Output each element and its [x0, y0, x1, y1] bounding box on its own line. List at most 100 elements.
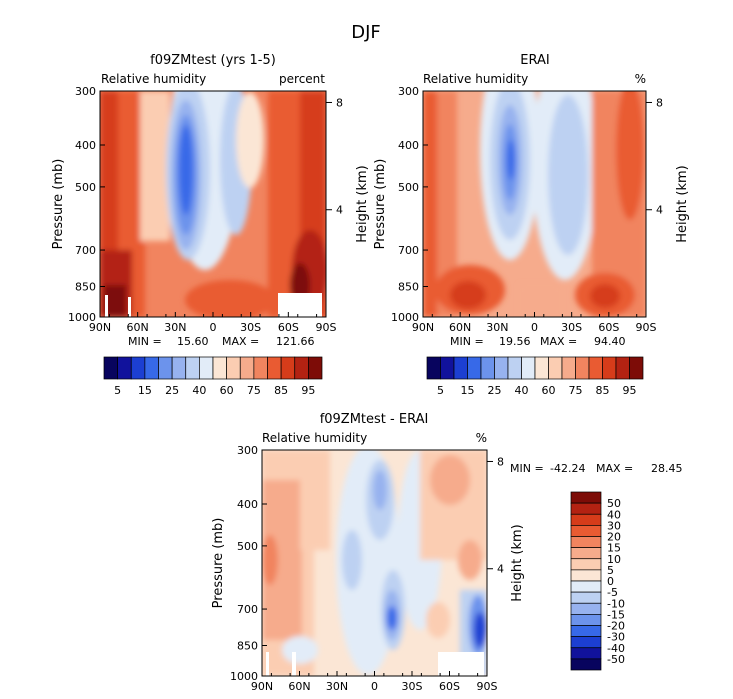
panel-model-colorbar-swatch: [226, 356, 241, 380]
diff-x-tick-label: 0: [371, 680, 378, 693]
panel-model-colorbar-label: 60: [220, 384, 234, 397]
figure-title: DJF: [351, 22, 381, 43]
obs-x-tick-label: 60N: [449, 321, 471, 334]
model-x-tick-label: 60S: [278, 321, 299, 334]
diff-height-tick-label: 8: [497, 455, 504, 468]
panel-diff-field: [262, 450, 487, 676]
panel-obs: ERAI Relative humidity %: [373, 53, 690, 397]
panel-obs-variable: Relative humidity: [423, 72, 528, 86]
panel-obs-colorbar-label: 95: [623, 384, 637, 397]
panel-model-colorbar-swatch: [158, 356, 173, 380]
panel-model-min-value: 15.60: [177, 335, 209, 348]
panel-model-colorbar-swatch: [280, 356, 296, 380]
panel-model-colorbar-swatch: [171, 356, 187, 380]
panel-obs-ylabel-right: Height (km): [675, 165, 690, 242]
panel-diff-colorbar-swatch: [570, 547, 602, 560]
panel-diff-max-label: MAX =: [596, 462, 633, 475]
panel-model-colorbar-label: 95: [301, 384, 315, 397]
panel-diff-colorbar-label: -40: [607, 642, 625, 655]
panel-diff-colorbar-label: -15: [607, 608, 625, 621]
panel-model-stats: MIN = 15.60 MAX = 121.66: [128, 335, 315, 348]
panel-diff-title: f09ZMtest - ERAI: [320, 412, 429, 427]
model-x-tick-label: 90N: [89, 321, 111, 334]
panel-diff-colorbar-swatch: [570, 614, 602, 626]
panel-diff-colorbar-label: 20: [607, 531, 621, 544]
obs-x-tick-label: 30S: [561, 321, 582, 334]
model-x-tick-label: 30S: [240, 321, 261, 334]
panel-obs-colorbar-swatch: [548, 356, 563, 380]
model-x-tick-label: 90S: [316, 321, 337, 334]
panel-model-colorbar-swatch: [130, 356, 146, 380]
panel-obs-colorbar-swatch: [467, 356, 482, 380]
panel-obs-colorbar-swatch: [440, 356, 455, 380]
diff-y-tick-label: 500: [237, 540, 258, 553]
model-y-tick-label: 700: [75, 244, 96, 257]
panel-diff-colorbar-label: 0: [607, 575, 614, 588]
panel-diff-colorbar-label: 15: [607, 542, 621, 555]
panel-obs-units: %: [635, 72, 646, 86]
model-height-tick-label: 8: [336, 96, 343, 109]
panel-diff-variable: Relative humidity: [262, 431, 367, 445]
panel-obs-stats: MIN = 19.56 MAX = 94.40: [450, 335, 626, 348]
panel-diff-colorbar-swatch: [570, 591, 602, 604]
model-height-tick-label: 4: [336, 204, 343, 217]
obs-height-tick-label: 8: [656, 96, 663, 109]
obs-y-tick-label: 1000: [391, 311, 419, 324]
diff-x-tick-label: 90N: [251, 680, 273, 693]
panel-obs-colorbar-label: 60: [542, 384, 556, 397]
panel-obs-colorbar-label: 85: [596, 384, 610, 397]
panel-diff-colorbar-label: 40: [607, 508, 621, 521]
panel-diff-colorbar-swatch: [570, 502, 602, 515]
model-x-tick-label: 30N: [164, 321, 186, 334]
panel-obs-min-label: MIN =: [450, 335, 484, 348]
panel-diff-colorbar-swatch: [570, 647, 602, 660]
panel-obs-max-label: MAX =: [540, 335, 577, 348]
panel-model-min-label: MIN =: [128, 335, 162, 348]
panel-diff: f09ZMtest - ERAI Relative humidity %: [211, 412, 683, 693]
panel-model-colorbar-swatch: [144, 356, 159, 380]
panel-model-colorbar-swatch: [308, 356, 323, 380]
panel-diff-colorbar-swatch: [570, 636, 602, 649]
diff-y-tick-label: 1000: [230, 670, 258, 683]
panel-diff-colorbar-swatch: [570, 625, 602, 637]
panel-diff-stats: MIN = -42.24 MAX = 28.45: [510, 462, 683, 475]
diff-x-tick-label: 30S: [402, 680, 423, 693]
panel-diff-colorbar-swatch: [570, 558, 602, 571]
obs-x-tick-label: 30N: [486, 321, 508, 334]
panel-diff-colorbar-swatch: [570, 536, 602, 548]
panel-model-title: f09ZMtest (yrs 1-5): [150, 53, 276, 68]
panel-model-field: [100, 91, 326, 317]
panel-diff-axes: 90N 60N 30N 0 30S 60S 90S 300 400 500 700 850 1000 8 4: [230, 444, 504, 693]
panel-model-variable: Relative humidity: [101, 72, 206, 86]
panel-diff-ylabel: Pressure (mb): [211, 518, 226, 609]
diff-height-tick-label: 4: [497, 563, 504, 576]
panel-obs-colorbar-swatch: [480, 356, 495, 380]
model-y-tick-label: 1000: [68, 311, 96, 324]
model-x-tick-label: 0: [210, 321, 217, 334]
panel-obs-colorbar-swatch: [588, 356, 603, 380]
panel-diff-colorbar-swatch: [570, 569, 602, 582]
panel-model-colorbar-swatch: [199, 356, 214, 380]
panel-diff-colorbar-label: -5: [607, 586, 618, 599]
model-y-tick-label: 850: [75, 280, 96, 293]
diff-x-tick-label: 60S: [439, 680, 460, 693]
panel-obs-title: ERAI: [520, 53, 549, 68]
panel-diff-colorbar-swatch: [570, 525, 602, 537]
panel-model-colorbar-swatch: [212, 356, 227, 380]
panel-model-ylabel: Pressure (mb): [51, 159, 66, 250]
obs-y-tick-label: 400: [398, 139, 419, 152]
panel-obs-colorbar-swatch: [615, 356, 630, 380]
model-x-tick-label: 60N: [127, 321, 149, 334]
panel-obs-axes: 90N 60N 30N 0 30S 60S 90S 300 400 500 700 850 1000 8 4: [391, 85, 663, 334]
panel-obs-colorbar-label: 40: [515, 384, 529, 397]
obs-y-tick-label: 300: [398, 85, 419, 98]
panel-diff-max-value: 28.45: [651, 462, 683, 475]
obs-x-tick-label: 0: [531, 321, 538, 334]
panel-diff-colorbar-label: 5: [607, 564, 614, 577]
panel-diff-units: %: [476, 431, 487, 445]
model-y-tick-label: 300: [75, 85, 96, 98]
diff-y-tick-label: 400: [237, 498, 258, 511]
panel-diff-colorbar-swatch: [570, 658, 602, 671]
panel-model-colorbar-swatch: [185, 356, 200, 380]
